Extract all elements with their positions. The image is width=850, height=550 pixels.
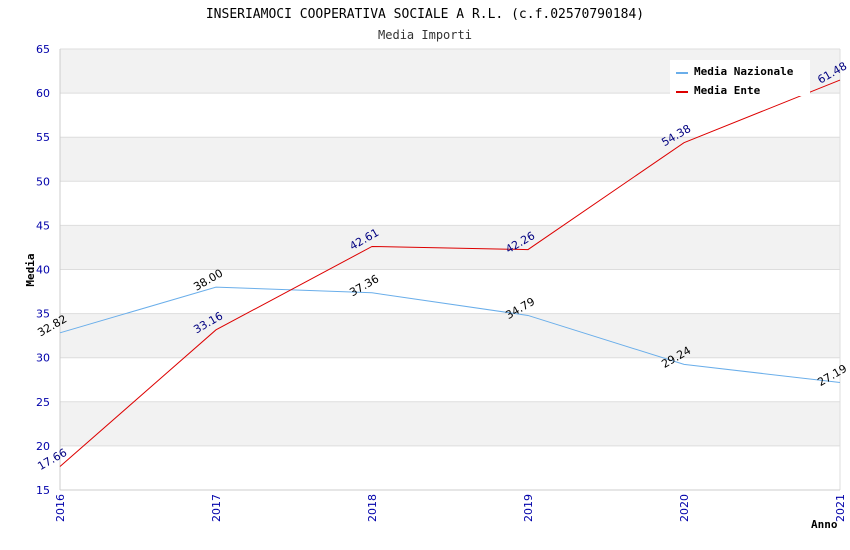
plot-band xyxy=(60,445,840,490)
y-tick-label: 50 xyxy=(36,175,50,188)
plot-band xyxy=(60,137,840,182)
x-tick-label: 2020 xyxy=(678,494,691,522)
series-lines xyxy=(59,79,841,467)
y-tick-label: 35 xyxy=(36,308,50,321)
plot-band xyxy=(60,357,840,402)
x-tick-label: 2016 xyxy=(54,494,67,522)
legend-box xyxy=(670,60,810,96)
legend-label-media-nazionale: Media Nazionale xyxy=(694,65,794,78)
y-tick-label: 65 xyxy=(36,43,50,56)
plot-band xyxy=(60,181,840,226)
y-tick-label: 25 xyxy=(36,396,50,409)
plot-band xyxy=(60,93,840,138)
plot-band xyxy=(60,313,840,358)
x-axis-label: Anno xyxy=(811,518,838,531)
y-tick-label: 20 xyxy=(36,440,50,453)
x-tick-label: 2017 xyxy=(210,494,223,522)
plot-band xyxy=(60,269,840,314)
y-tick-label: 45 xyxy=(36,219,50,232)
legend-label-media-ente: Media Ente xyxy=(694,84,761,97)
y-tick-label: 40 xyxy=(36,264,50,277)
y-tick-label: 30 xyxy=(36,352,50,365)
plot-band xyxy=(60,225,840,270)
y-tick-label: 60 xyxy=(36,87,50,100)
plot-bands xyxy=(60,49,840,490)
y-axis-ticks: 15 20 25 30 35 40 45 50 55 60 65 xyxy=(36,43,50,497)
series-line-media-ente xyxy=(59,79,841,467)
legend: Media Nazionale Media Ente xyxy=(670,60,810,97)
series-line-media-nazionale xyxy=(59,286,841,383)
y-tick-label: 15 xyxy=(36,484,50,497)
x-tick-label: 2021 xyxy=(834,494,847,522)
chart-subtitle: Media Importi xyxy=(378,28,472,42)
y-tick-label: 55 xyxy=(36,131,50,144)
y-axis-label: Media xyxy=(24,253,37,286)
x-tick-label: 2019 xyxy=(522,494,535,522)
plot-band xyxy=(60,401,840,446)
x-axis-ticks: 2016 2017 2018 2019 2020 2021 xyxy=(54,494,847,522)
chart-title: INSERIAMOCI COOPERATIVA SOCIALE A R.L. (… xyxy=(206,7,644,22)
x-tick-label: 2018 xyxy=(366,494,379,522)
